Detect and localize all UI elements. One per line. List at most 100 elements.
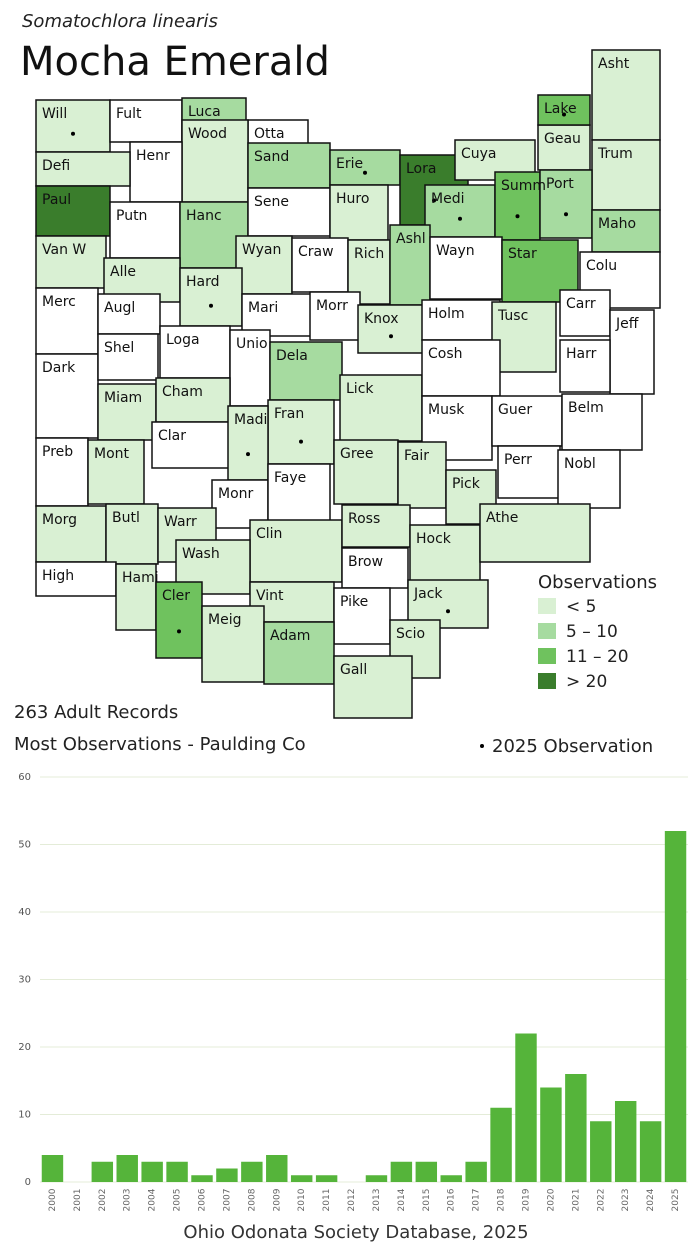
x-tick-label: 2002 [98,1189,108,1212]
x-tick-label: 2003 [123,1189,133,1212]
county-label: Gree [340,446,374,462]
county [115,563,157,631]
observation-dot [299,439,303,444]
county [491,395,563,447]
county-label: Mari [248,300,278,316]
county-label: Augl [104,300,135,316]
bar [166,1161,188,1182]
observation-dot [564,212,568,217]
bar [365,1175,388,1182]
county-label: Morr [316,298,348,314]
x-tick-label: 2025 [671,1189,681,1212]
bar [241,1161,263,1182]
observation-dot [446,609,450,614]
y-tick-label: 10 [18,1110,31,1121]
bar [141,1161,163,1182]
county-label: Huro [336,191,369,207]
county [97,383,157,441]
bar [614,1101,637,1182]
x-tick-label: 2016 [447,1188,457,1211]
county-label: Maho [598,216,636,232]
county-label: Rich [354,246,384,262]
county-label: Perr [504,452,532,468]
bar [415,1161,438,1182]
county-label: Lick [346,381,374,397]
county [491,301,557,373]
species: Somatochlora linearis [22,11,218,32]
dot-key [480,744,484,748]
county [591,209,661,253]
county [357,304,425,354]
observation-dot [177,629,181,634]
bar [290,1175,313,1182]
county [479,503,591,563]
county-label: Carr [566,296,596,312]
county-label: Putn [116,208,147,224]
county-label: Wash [182,546,220,562]
x-tick-label: 2000 [48,1188,58,1211]
x-tick-label: 2011 [322,1189,332,1212]
county-label: Butl [112,510,140,526]
x-tick-label: 2012 [347,1189,357,1212]
county-label: Wyan [242,242,281,258]
county-label: Fran [274,406,304,422]
county [247,187,331,237]
county-label: Pike [340,594,368,610]
x-tick-label: 2013 [372,1189,382,1212]
county-label: Ross [348,511,380,527]
county-label: Loga [166,332,200,348]
x-tick-label: 2019 [522,1188,532,1211]
bar [540,1087,562,1182]
county-label: Defi [42,158,70,174]
observation-dot [71,131,75,136]
x-tick-label: 2024 [646,1188,656,1211]
observation-dot [562,112,566,117]
county-label: Lake [544,101,577,117]
county-label: Henr [136,148,170,164]
county-label: Guer [498,402,532,418]
county [267,399,335,465]
legend-swatch [538,598,556,614]
x-tick-label: 2007 [222,1189,232,1212]
county-label: Vint [256,588,284,604]
county-label: Medi [431,191,464,207]
county-label: Van W [42,242,86,258]
legend-title: Observations [538,572,657,593]
county-label: Jack [413,586,443,602]
legend-label: 11 – 20 [566,647,629,667]
county [333,655,413,719]
bar [490,1107,512,1182]
county-label: Summ [501,178,546,194]
county-label: Morg [42,512,77,528]
county-label: Hami [122,570,159,586]
legend-swatch [538,623,556,639]
county-label: Athe [486,510,518,526]
observation-dot [209,303,213,308]
observation-dot [458,216,462,221]
x-tick-label: 2008 [247,1188,257,1211]
observation-dot [363,170,367,175]
county-label: Cuya [461,146,497,162]
county [263,621,335,685]
county-label: Hock [416,531,452,547]
county [247,142,331,189]
x-tick-label: 2017 [472,1189,482,1212]
county-label: Tusc [497,308,528,324]
county-label: Cham [162,384,203,400]
county-label: Asht [598,56,630,72]
bar [465,1161,487,1182]
county-label: Geau [544,131,581,147]
county-label: Dark [42,360,76,376]
county-label: Dela [276,348,308,364]
bar [590,1121,612,1182]
county-label: Merc [42,294,76,310]
county-label: Hard [186,274,220,290]
county-label: Belm [568,400,604,416]
county [609,309,655,395]
county [35,185,111,237]
county-label: Musk [428,402,465,418]
county-label: Monr [218,486,254,502]
county [341,504,411,548]
legend-label: 5 – 10 [566,622,618,642]
bar [515,1033,537,1182]
